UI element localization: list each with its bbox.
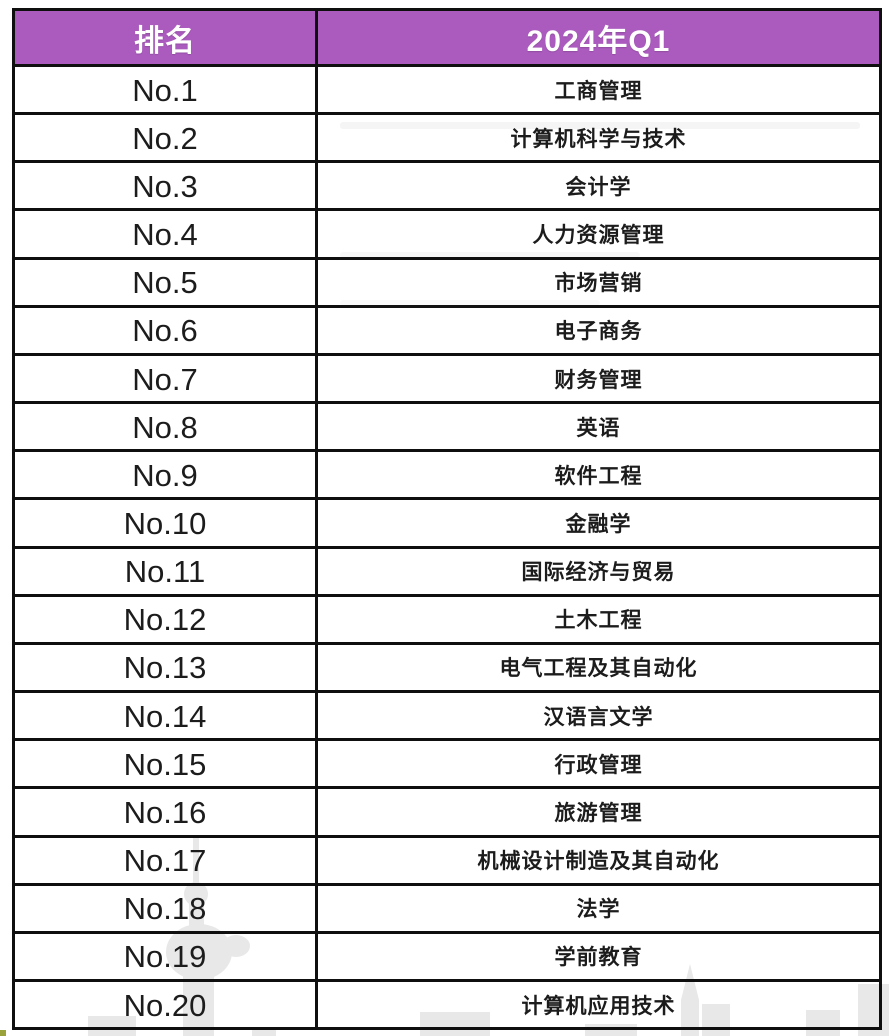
rank-cell: No.18 xyxy=(15,885,318,931)
table-row: No.15 行政管理 xyxy=(15,741,879,790)
rank-cell: No.16 xyxy=(15,789,318,835)
rank-cell: No.11 xyxy=(15,548,318,594)
major-cell: 行政管理 xyxy=(554,753,643,777)
major-cell: 学前教育 xyxy=(554,946,643,970)
rank-cell: No.15 xyxy=(15,741,318,787)
table-row: No.12 土木工程 xyxy=(15,596,879,645)
rank-cell: No.9 xyxy=(15,452,318,498)
rank-cell: No.7 xyxy=(15,355,318,402)
major-cell: 市场营销 xyxy=(554,272,643,296)
table-row: No.3 会计学 xyxy=(15,163,879,212)
rank-cell: No.17 xyxy=(15,837,318,883)
major-cell: 软件工程 xyxy=(554,464,643,488)
rank-cell: No.13 xyxy=(15,644,318,691)
table-row: No.14 汉语言文学 xyxy=(15,693,879,742)
table-row: No.4 人力资源管理 xyxy=(15,211,879,260)
major-cell: 人力资源管理 xyxy=(532,224,665,248)
table-row: No.1 工商管理 xyxy=(15,67,879,116)
major-cell: 会计学 xyxy=(565,175,632,199)
table-row: No.11 国际经济与贸易 xyxy=(15,548,879,597)
major-cell: 汉语言文学 xyxy=(543,705,654,729)
major-cell: 金融学 xyxy=(565,512,632,536)
table-row: No.20 计算机应用技术 xyxy=(15,981,879,1028)
rank-cell: No.12 xyxy=(15,596,318,642)
table-row: No.16 旅游管理 xyxy=(15,789,879,838)
table-row: No.2 计算机科学与技术 xyxy=(15,115,879,164)
major-cell: 工商管理 xyxy=(554,79,643,103)
major-cell: 土木工程 xyxy=(554,609,643,633)
major-cell: 财务管理 xyxy=(554,368,643,392)
major-cell: 电子商务 xyxy=(554,320,643,344)
major-cell: 法学 xyxy=(576,898,621,922)
major-cell: 旅游管理 xyxy=(554,801,643,825)
major-cell: 机械设计制造及其自动化 xyxy=(477,850,720,874)
table-row: No.19 学前教育 xyxy=(15,933,879,982)
major-cell: 计算机科学与技术 xyxy=(510,127,687,151)
rank-cell: No.8 xyxy=(15,404,318,450)
table-row: No.7 财务管理 xyxy=(15,355,879,405)
rank-cell: No.5 xyxy=(15,259,318,305)
table-row: No.6 电子商务 xyxy=(15,307,879,356)
major-cell: 国际经济与贸易 xyxy=(521,561,676,585)
table-row: No.18 法学 xyxy=(15,885,879,934)
major-cell: 电气工程及其自动化 xyxy=(499,657,698,681)
header-cell-period: 2024年Q1 xyxy=(526,24,671,58)
table-row: No.10 金融学 xyxy=(15,500,879,549)
table-row: No.8 英语 xyxy=(15,404,879,453)
pearl-tower-silhouette xyxy=(166,838,250,1036)
corner-artifact xyxy=(0,1030,6,1036)
header-cell-rank: 排名 xyxy=(15,11,318,64)
rank-cell: No.10 xyxy=(15,500,318,546)
rank-cell: No.20 xyxy=(15,981,318,1028)
rank-cell: No.1 xyxy=(15,67,318,113)
table-row: No.9 软件工程 xyxy=(15,452,879,501)
rank-cell: No.3 xyxy=(15,163,318,209)
rank-cell: No.14 xyxy=(15,693,318,739)
table-header-row: 排名 2024年Q1 xyxy=(15,11,879,67)
table-row: No.13 电气工程及其自动化 xyxy=(15,644,879,694)
major-cell: 计算机应用技术 xyxy=(521,994,676,1018)
ranking-table: 排名 2024年Q1 No.1 工商管理 No.2 计算机科学与技术 No.3 … xyxy=(12,8,882,1030)
rank-cell: No.19 xyxy=(15,933,318,979)
rank-cell: No.4 xyxy=(15,211,318,257)
table-row: No.5 市场营销 xyxy=(15,259,879,308)
major-cell: 英语 xyxy=(576,416,621,440)
faint-artifacts xyxy=(340,122,860,306)
rank-cell: No.2 xyxy=(15,115,318,161)
rank-cell: No.6 xyxy=(15,307,318,353)
table-row: No.17 机械设计制造及其自动化 xyxy=(15,837,879,886)
